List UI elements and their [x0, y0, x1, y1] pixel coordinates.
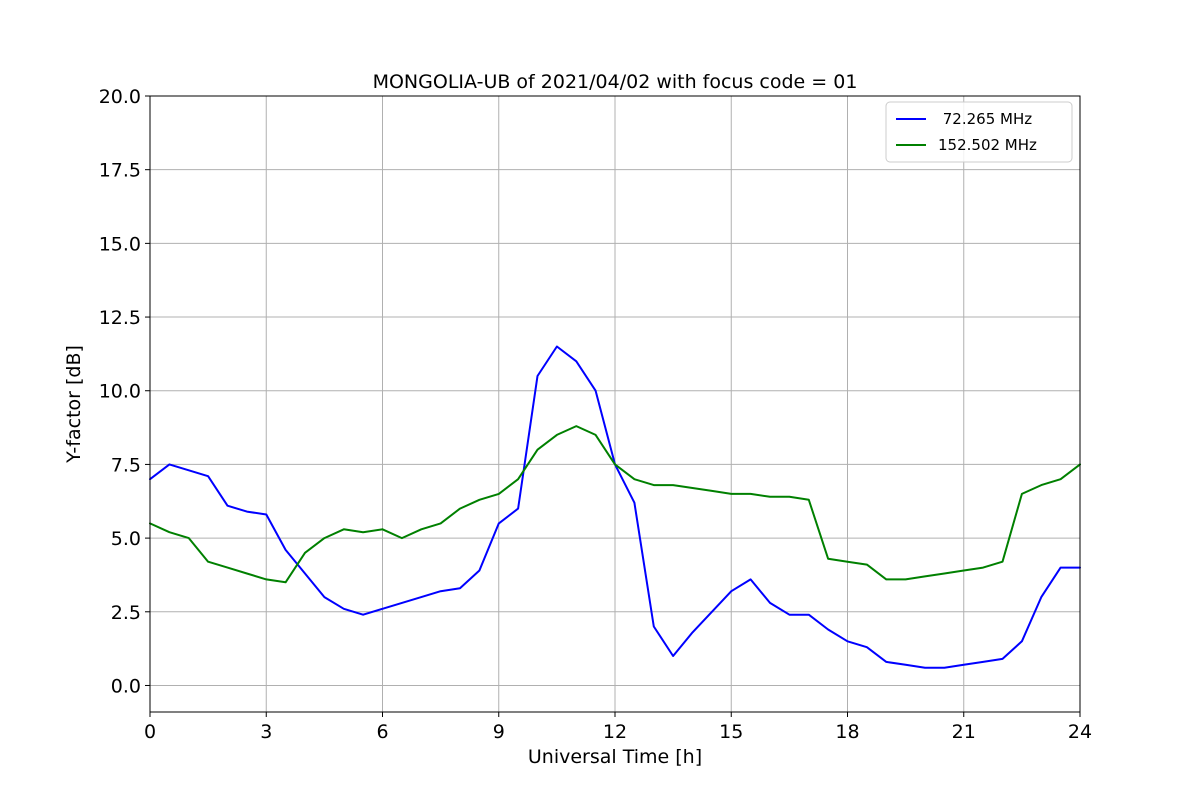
- y-tick-label: 20.0: [99, 86, 141, 108]
- legend-label: 152.502 MHz: [938, 136, 1037, 154]
- x-tick-label: 3: [260, 721, 272, 743]
- y-tick-label: 2.5: [111, 602, 141, 624]
- y-axis-label: Y-factor [dB]: [63, 345, 85, 464]
- y-tick-label: 17.5: [99, 160, 141, 182]
- x-axis-label: Universal Time [h]: [528, 746, 702, 768]
- y-tick-label: 0.0: [111, 675, 141, 697]
- series-layer: [149, 345, 1081, 669]
- chart-title: MONGOLIA-UB of 2021/04/02 with focus cod…: [373, 71, 858, 93]
- y-tick-label: 7.5: [111, 454, 141, 476]
- x-tick-label: 21: [952, 721, 976, 743]
- x-tick-label: 24: [1068, 721, 1092, 743]
- x-tick-label: 6: [376, 721, 388, 743]
- legend: 72.265 MHz 152.502 MHz: [885, 101, 1073, 163]
- x-tick-label: 18: [835, 721, 859, 743]
- y-tick-label: 10.0: [99, 381, 141, 403]
- x-tick-label: 0: [144, 721, 156, 743]
- x-tick-label: 12: [603, 721, 627, 743]
- y-tick-label: 5.0: [111, 528, 141, 550]
- x-tick-label: 15: [719, 721, 743, 743]
- ticks: 0 3 6 9 12 15 18 21 24 0.0 2.5 5.0 7.5 10.0 12.5 15.0 17…: [99, 86, 1092, 743]
- legend-box: [885, 101, 1073, 163]
- x-tick-label: 9: [493, 721, 505, 743]
- series-line-2: [149, 425, 1081, 584]
- legend-label: 72.265 MHz: [938, 110, 1032, 128]
- y-tick-label: 15.0: [99, 233, 141, 255]
- y-tick-label: 12.5: [99, 307, 141, 329]
